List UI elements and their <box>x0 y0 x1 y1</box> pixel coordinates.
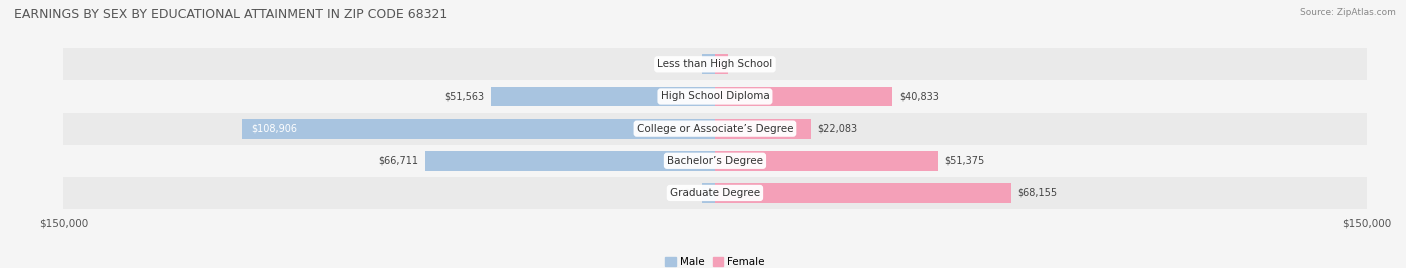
Legend: Male, Female: Male, Female <box>661 253 769 268</box>
Bar <box>491 87 716 106</box>
Text: EARNINGS BY SEX BY EDUCATIONAL ATTAINMENT IN ZIP CODE 68321: EARNINGS BY SEX BY EDUCATIONAL ATTAINMEN… <box>14 8 447 21</box>
Bar <box>716 151 938 171</box>
Text: Bachelor’s Degree: Bachelor’s Degree <box>666 156 763 166</box>
Bar <box>702 183 716 203</box>
Bar <box>425 151 716 171</box>
Bar <box>63 145 1367 177</box>
Text: $68,155: $68,155 <box>1018 188 1057 198</box>
Text: $0: $0 <box>683 59 696 69</box>
Bar <box>702 54 716 74</box>
Text: $0: $0 <box>734 59 747 69</box>
Text: Source: ZipAtlas.com: Source: ZipAtlas.com <box>1301 8 1396 17</box>
Bar <box>716 119 811 139</box>
Text: High School Diploma: High School Diploma <box>661 91 769 102</box>
Bar <box>63 80 1367 113</box>
Text: Graduate Degree: Graduate Degree <box>669 188 761 198</box>
Text: College or Associate’s Degree: College or Associate’s Degree <box>637 124 793 134</box>
Text: $22,083: $22,083 <box>817 124 858 134</box>
Bar <box>63 177 1367 209</box>
Text: Less than High School: Less than High School <box>658 59 772 69</box>
Bar <box>716 183 1011 203</box>
Bar <box>716 54 728 74</box>
Text: $0: $0 <box>683 188 696 198</box>
Bar <box>63 113 1367 145</box>
Text: $108,906: $108,906 <box>252 124 298 134</box>
Bar <box>716 87 893 106</box>
Text: $51,563: $51,563 <box>444 91 485 102</box>
Bar <box>63 48 1367 80</box>
Bar <box>242 119 716 139</box>
Text: $66,711: $66,711 <box>378 156 419 166</box>
Text: $40,833: $40,833 <box>898 91 939 102</box>
Text: $51,375: $51,375 <box>945 156 986 166</box>
